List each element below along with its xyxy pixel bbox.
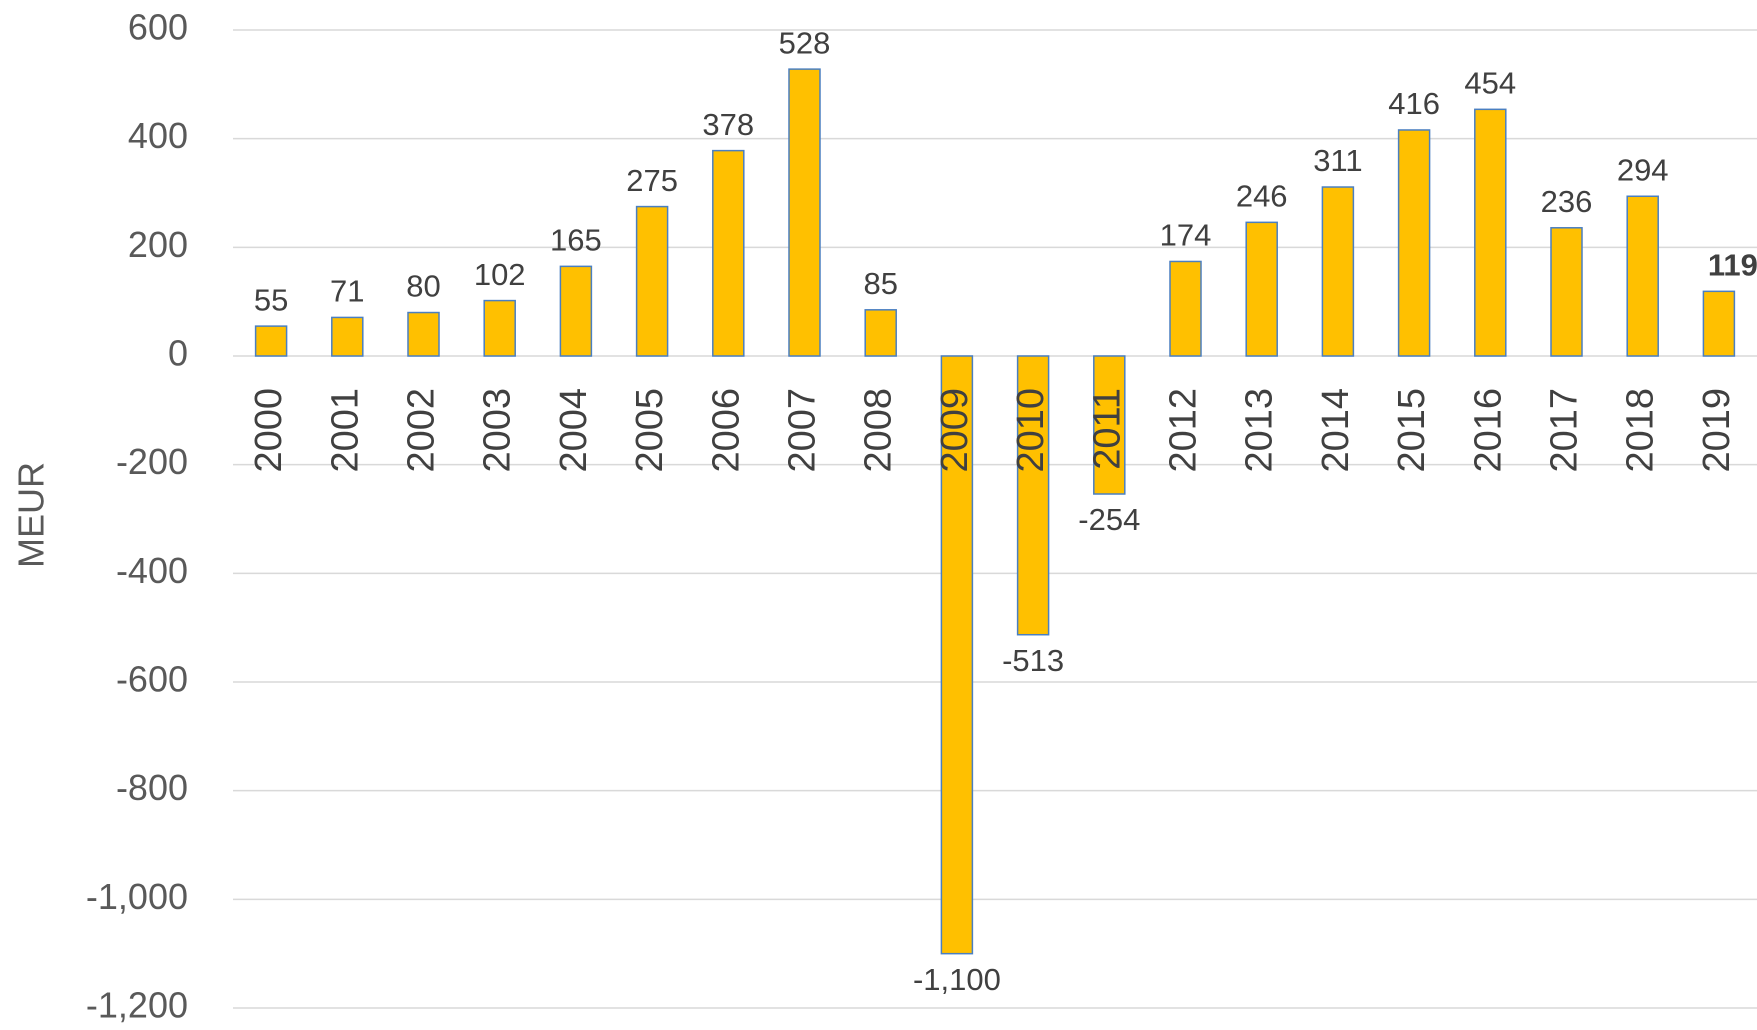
value-label: -254 [1078, 502, 1140, 537]
y-tick-label: 200 [128, 224, 188, 265]
x-tick-label: 2005 [629, 388, 671, 473]
y-tick-label: -1,200 [86, 985, 188, 1026]
x-tick-label: 2017 [1544, 388, 1586, 473]
y-tick-label: -1,000 [86, 876, 188, 917]
x-tick-label: 2003 [477, 388, 519, 473]
value-label: 294 [1617, 152, 1669, 187]
x-tick-label: 2019 [1696, 388, 1738, 473]
y-tick-label: -400 [116, 550, 188, 591]
bar [254, 325, 288, 357]
bar [483, 299, 516, 357]
x-tick-label: 2014 [1315, 388, 1357, 473]
bar [1550, 227, 1583, 357]
bar [559, 265, 593, 357]
bar [407, 311, 440, 357]
value-label: 85 [863, 266, 897, 301]
y-tick-label: -600 [116, 659, 188, 700]
bar [712, 149, 745, 357]
bar [1397, 129, 1431, 357]
x-tick-label: 2002 [401, 388, 443, 473]
value-label: 311 [1313, 143, 1362, 178]
y-tick-label: 0 [168, 333, 188, 374]
x-tick-label: 2007 [782, 388, 824, 473]
bar [635, 205, 669, 357]
bar [1321, 186, 1355, 357]
value-label: 102 [474, 257, 526, 292]
y-tick-label: 400 [128, 115, 188, 156]
bar [331, 316, 364, 357]
x-tick-label: 2012 [1163, 388, 1205, 473]
x-tick-label: 2006 [705, 388, 747, 473]
x-tick-label: 2000 [248, 388, 290, 473]
x-tick-label: 2004 [553, 388, 595, 473]
x-tick-label: 2013 [1239, 388, 1281, 473]
value-label: -1,100 [913, 962, 1001, 997]
value-label: 55 [254, 282, 288, 317]
x-tick-label: 2009 [934, 388, 976, 473]
y-tick-label: -800 [116, 767, 188, 808]
y-tick-label: -200 [116, 441, 188, 482]
value-label: 378 [702, 107, 754, 142]
bar [1474, 108, 1507, 357]
x-tick-label: 2016 [1467, 388, 1509, 473]
y-tick-label: 600 [128, 7, 188, 48]
x-tick-label: 2015 [1391, 388, 1433, 473]
bar [1245, 221, 1278, 357]
value-label: 275 [626, 163, 678, 198]
bar [1093, 355, 1126, 495]
bar [1702, 290, 1736, 357]
value-label: 119 [1708, 248, 1757, 283]
bar [788, 68, 821, 357]
value-label: 174 [1160, 218, 1212, 253]
x-tick-label: 2008 [858, 388, 900, 473]
x-tick-label: 2011 [1086, 388, 1128, 470]
value-label: 246 [1236, 179, 1288, 214]
value-label: 528 [779, 25, 831, 60]
bar [864, 309, 897, 357]
x-tick-label: 2010 [1010, 388, 1052, 473]
bar [1016, 355, 1050, 636]
bar [1626, 195, 1659, 357]
y-axis-label: MEUR [11, 462, 52, 568]
value-label: 454 [1464, 66, 1516, 101]
x-tick-label: 2001 [324, 388, 366, 473]
value-label: 71 [330, 274, 364, 309]
value-label: 80 [406, 269, 440, 304]
value-label: 416 [1388, 86, 1440, 121]
value-label: 236 [1541, 184, 1593, 219]
value-label: 165 [550, 223, 602, 258]
bar [940, 355, 974, 955]
bar [1169, 260, 1202, 357]
value-label: -513 [1002, 643, 1064, 678]
x-tick-label: 2018 [1620, 388, 1662, 473]
